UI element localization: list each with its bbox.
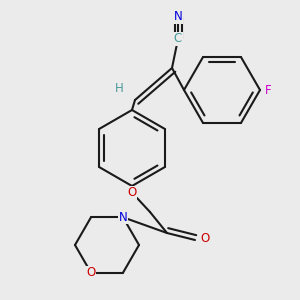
Text: N: N bbox=[174, 11, 182, 23]
Text: F: F bbox=[265, 83, 271, 97]
Text: C: C bbox=[174, 32, 182, 46]
Text: O: O bbox=[86, 266, 96, 279]
Text: N: N bbox=[118, 211, 127, 224]
Text: O: O bbox=[128, 187, 136, 200]
Text: H: H bbox=[115, 82, 123, 94]
Text: O: O bbox=[200, 232, 210, 244]
